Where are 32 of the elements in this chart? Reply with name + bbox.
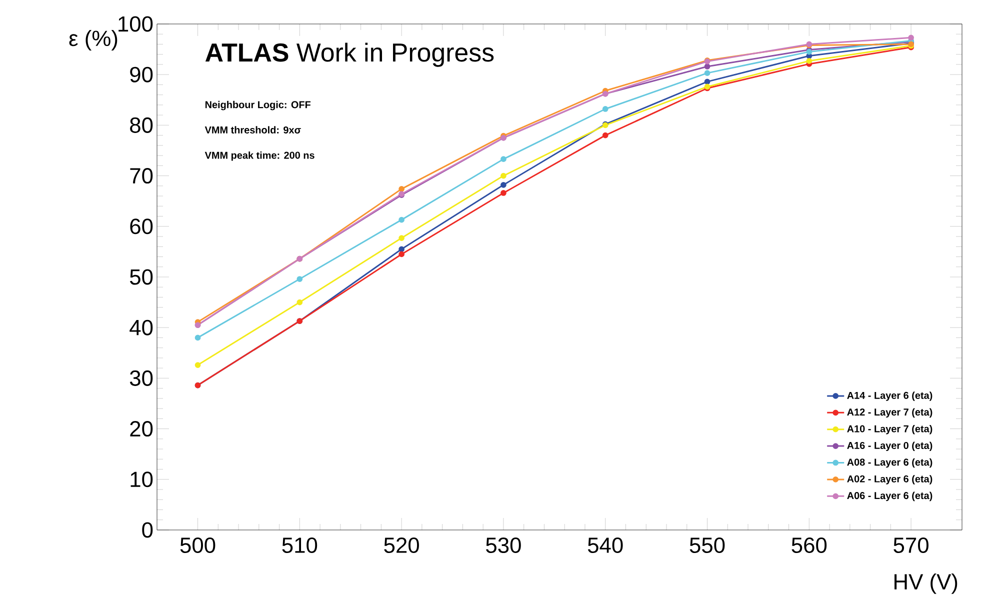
- y-tick-label: 30: [130, 370, 153, 386]
- x-tick-label: 530: [486, 537, 521, 554]
- legend-label: A12 - Layer 7 (eta): [847, 408, 932, 418]
- y-tick-label: 80: [130, 117, 153, 133]
- annotation: Neighbour Logic: OFF: [205, 100, 311, 110]
- y-tick-label: 70: [130, 168, 153, 184]
- legend-label: A16 - Layer 0 (eta): [847, 442, 932, 451]
- legend-label: A06 - Layer 6 (eta): [847, 492, 932, 502]
- annotation: VMM peak time: 200 ns: [204, 151, 314, 161]
- y-tick-label: 50: [130, 269, 153, 285]
- legend-label: A14 - Layer 6 (eta): [847, 392, 932, 401]
- x-tick-label: 510: [282, 537, 318, 554]
- y-tick-label: 60: [130, 218, 153, 234]
- x-tick-label: 520: [384, 537, 419, 554]
- x-tick-label: 570: [894, 537, 928, 554]
- y-tick-label: 20: [130, 421, 153, 437]
- legend-label: A10 - Layer 7 (eta): [847, 424, 932, 434]
- x-tick-label: 540: [588, 537, 623, 554]
- legend-label: A08 - Layer 6 (eta): [847, 458, 932, 468]
- y-tick-label: 10: [130, 472, 153, 488]
- y-tick-label: 90: [130, 66, 153, 82]
- y-tick-label: 0: [142, 522, 153, 538]
- legend-label: A02 - Layer 6 (eta): [847, 475, 932, 484]
- y-axis-title: ε (%): [69, 30, 118, 50]
- x-axis-title: HV (V): [894, 573, 958, 594]
- x-tick-label: 560: [792, 537, 827, 554]
- annotation: VMM threshold: 9xσ: [204, 126, 301, 134]
- text: ATLAS Work in Progress: [205, 42, 494, 67]
- y-tick-label: 40: [130, 320, 153, 336]
- y-tick-label: 100: [118, 16, 153, 32]
- x-tick-label: 500: [180, 537, 216, 554]
- x-tick-label: 550: [690, 537, 725, 554]
